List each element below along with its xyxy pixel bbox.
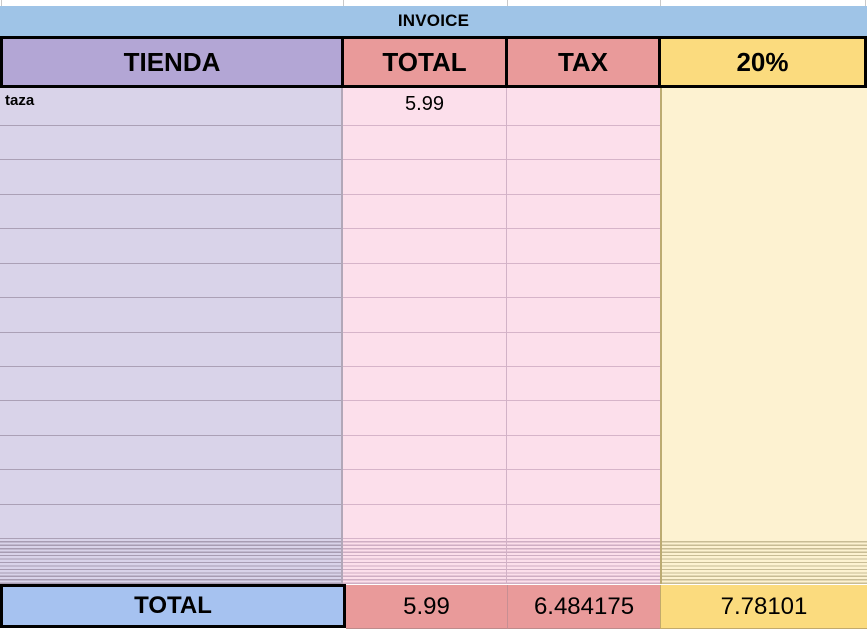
table-cell[interactable] bbox=[507, 160, 660, 195]
gridline bbox=[865, 0, 866, 6]
table-cell[interactable] bbox=[507, 470, 660, 505]
table-cell[interactable] bbox=[343, 470, 506, 505]
column-total: 5.99 bbox=[343, 88, 507, 540]
table-cell[interactable] bbox=[0, 333, 341, 367]
header-row: TIENDA TOTAL TAX 20% bbox=[0, 36, 867, 88]
column-header-tienda[interactable]: TIENDA bbox=[3, 39, 341, 85]
table-cell[interactable] bbox=[343, 195, 506, 230]
gridline bbox=[343, 0, 344, 6]
column-header-tienda-label: TIENDA bbox=[123, 46, 221, 77]
table-cell[interactable] bbox=[343, 505, 506, 540]
table-cell[interactable] bbox=[343, 298, 506, 333]
table-cell[interactable] bbox=[507, 229, 660, 264]
table-cell[interactable] bbox=[507, 264, 660, 299]
table-cell[interactable] bbox=[0, 505, 341, 540]
column-tienda: taza bbox=[0, 88, 343, 540]
footer-total-label: TOTAL bbox=[134, 592, 212, 619]
partial-row-strip bbox=[0, 0, 867, 6]
table-cell[interactable] bbox=[0, 229, 341, 264]
column-tax bbox=[507, 88, 660, 540]
footer-20pct-value-cell[interactable]: 7.78101 bbox=[660, 585, 867, 629]
column-header-20pct[interactable]: 20% bbox=[661, 39, 864, 85]
table-cell[interactable] bbox=[343, 160, 506, 195]
column-20pct-merged-cell[interactable] bbox=[660, 88, 867, 539]
gridline bbox=[1, 0, 2, 6]
table-cell[interactable] bbox=[343, 333, 506, 367]
table-cell[interactable] bbox=[507, 126, 660, 161]
gridline bbox=[660, 0, 661, 6]
gridline bbox=[507, 0, 508, 6]
table-cell[interactable] bbox=[507, 298, 660, 333]
column-header-20pct-label: 20% bbox=[736, 46, 789, 77]
table-cell[interactable] bbox=[0, 126, 341, 161]
hidden-rows-tax bbox=[507, 539, 660, 584]
cell-total-row1-text: 5.99 bbox=[405, 93, 444, 115]
table-cell[interactable] bbox=[0, 367, 341, 402]
table-cell[interactable] bbox=[343, 401, 506, 436]
hidden-rows-tienda bbox=[0, 539, 343, 584]
cell-tax-row1[interactable] bbox=[507, 88, 660, 126]
hidden-rows-total bbox=[343, 539, 507, 584]
table-cell[interactable] bbox=[343, 436, 506, 471]
table-cell[interactable] bbox=[0, 436, 341, 471]
table-cell[interactable] bbox=[343, 264, 506, 299]
table-cell[interactable] bbox=[0, 264, 341, 299]
hidden-rows-20pct bbox=[660, 539, 867, 584]
table-cell[interactable] bbox=[507, 195, 660, 230]
table-cell[interactable] bbox=[507, 505, 660, 540]
table-cell[interactable] bbox=[0, 401, 341, 436]
footer-total-value-cell[interactable]: 5.99 bbox=[346, 585, 507, 629]
table-cell[interactable] bbox=[343, 126, 506, 161]
column-header-tax-label: TAX bbox=[557, 46, 609, 77]
cell-total-row1[interactable]: 5.99 bbox=[343, 88, 506, 126]
footer-tax-value-cell[interactable]: 6.484175 bbox=[507, 585, 660, 629]
totals-row: TOTAL 5.99 6.484175 7.78101 bbox=[0, 584, 867, 631]
footer-20pct-value: 7.78101 bbox=[720, 592, 808, 620]
table-cell[interactable] bbox=[343, 229, 506, 264]
table-cell[interactable] bbox=[0, 470, 341, 505]
table-cell[interactable] bbox=[0, 160, 341, 195]
hidden-rows-band bbox=[0, 539, 867, 584]
footer-total-value: 5.99 bbox=[403, 592, 450, 620]
column-header-total-label: TOTAL bbox=[382, 46, 467, 77]
table-cell[interactable] bbox=[507, 333, 660, 367]
footer-total-label-cell[interactable]: TOTAL bbox=[0, 584, 346, 628]
table-cell[interactable] bbox=[343, 367, 506, 402]
column-header-tax[interactable]: TAX bbox=[508, 39, 658, 85]
column-header-total[interactable]: TOTAL bbox=[344, 39, 505, 85]
cell-tienda-row1[interactable]: taza bbox=[0, 88, 341, 126]
table-cell[interactable] bbox=[507, 401, 660, 436]
invoice-title: INVOICE bbox=[397, 11, 470, 30]
table-body: taza 5.99 bbox=[0, 88, 867, 540]
table-cell[interactable] bbox=[0, 298, 341, 333]
table-cell[interactable] bbox=[507, 436, 660, 471]
invoice-title-cell[interactable]: INVOICE bbox=[0, 6, 867, 36]
table-cell[interactable] bbox=[507, 367, 660, 402]
table-cell[interactable] bbox=[0, 195, 341, 230]
footer-tax-value: 6.484175 bbox=[533, 592, 635, 620]
cell-tienda-row1-text: taza bbox=[5, 92, 35, 109]
